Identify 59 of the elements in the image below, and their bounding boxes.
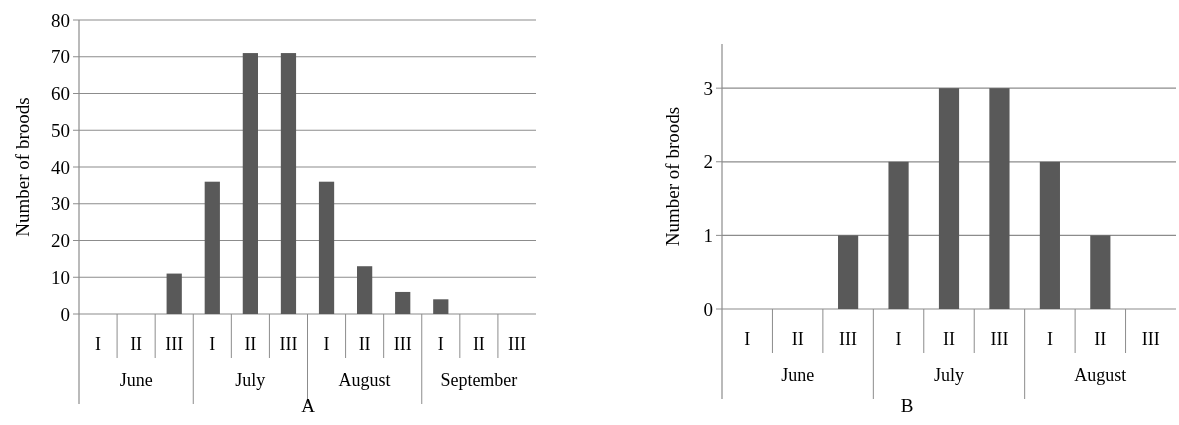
- x-tick-label: I: [323, 334, 330, 355]
- text: A: [301, 395, 316, 416]
- x-tick-label: I: [744, 329, 751, 350]
- bar: [280, 53, 297, 314]
- y-tick-label: 1: [703, 225, 713, 247]
- bar: [357, 266, 373, 314]
- y-tick-label: 80: [51, 9, 70, 31]
- bar: [1039, 161, 1060, 309]
- x-tick-label: II: [244, 334, 257, 355]
- x-tick-label: II: [943, 329, 955, 350]
- x-tick-label: III: [507, 334, 526, 355]
- x-tick-label: I: [209, 334, 216, 355]
- text: June: [781, 365, 815, 386]
- y-tick-label: 30: [51, 193, 70, 215]
- y-axis-title: Number of broods: [11, 97, 33, 237]
- bar: [166, 273, 182, 314]
- x-tick-label: I: [437, 334, 444, 355]
- y-tick-label: 3: [703, 77, 713, 99]
- x-tick-label: III: [990, 329, 1009, 350]
- x-tick-label: II: [472, 334, 485, 355]
- x-tick-label: III: [393, 334, 412, 355]
- y-tick-label: 60: [51, 83, 70, 105]
- x-tick-label: II: [1094, 329, 1107, 350]
- text: B: [900, 395, 914, 416]
- bar: [318, 181, 335, 314]
- x-tick-label: III: [839, 329, 858, 350]
- x-tick-label: II: [130, 334, 143, 355]
- text: July: [235, 370, 266, 391]
- bar: [1090, 235, 1111, 309]
- bar: [395, 291, 411, 314]
- bar: [938, 88, 960, 309]
- y-tick-label: 0: [703, 298, 713, 320]
- x-tick-label: II: [791, 329, 804, 350]
- bar: [204, 181, 220, 314]
- bar: [433, 299, 449, 314]
- x-tick-label: II: [358, 334, 371, 355]
- bar: [838, 235, 859, 309]
- y-tick-label: 0: [60, 303, 70, 325]
- bar: [888, 161, 909, 309]
- x-tick-label: III: [165, 334, 184, 355]
- x-tick-label: I: [1046, 329, 1053, 350]
- text: August: [1074, 365, 1127, 386]
- y-tick-label: 40: [51, 156, 70, 178]
- x-tick-label: III: [279, 334, 298, 355]
- y-tick-label: 50: [51, 119, 70, 141]
- text: June: [119, 370, 153, 391]
- x-tick-label: III: [1141, 329, 1160, 350]
- y-tick-label: 20: [51, 230, 70, 252]
- bar: [989, 88, 1010, 309]
- x-tick-label: I: [895, 329, 902, 350]
- y-tick-label: 10: [51, 266, 70, 288]
- bar: [242, 53, 258, 314]
- y-tick-label: 2: [703, 151, 713, 173]
- text: September: [440, 370, 518, 391]
- y-tick-label: 70: [51, 46, 70, 68]
- text: July: [933, 365, 965, 386]
- x-tick-label: I: [95, 334, 102, 355]
- text: August: [338, 370, 391, 391]
- y-axis-title: Number of broods: [661, 106, 683, 247]
